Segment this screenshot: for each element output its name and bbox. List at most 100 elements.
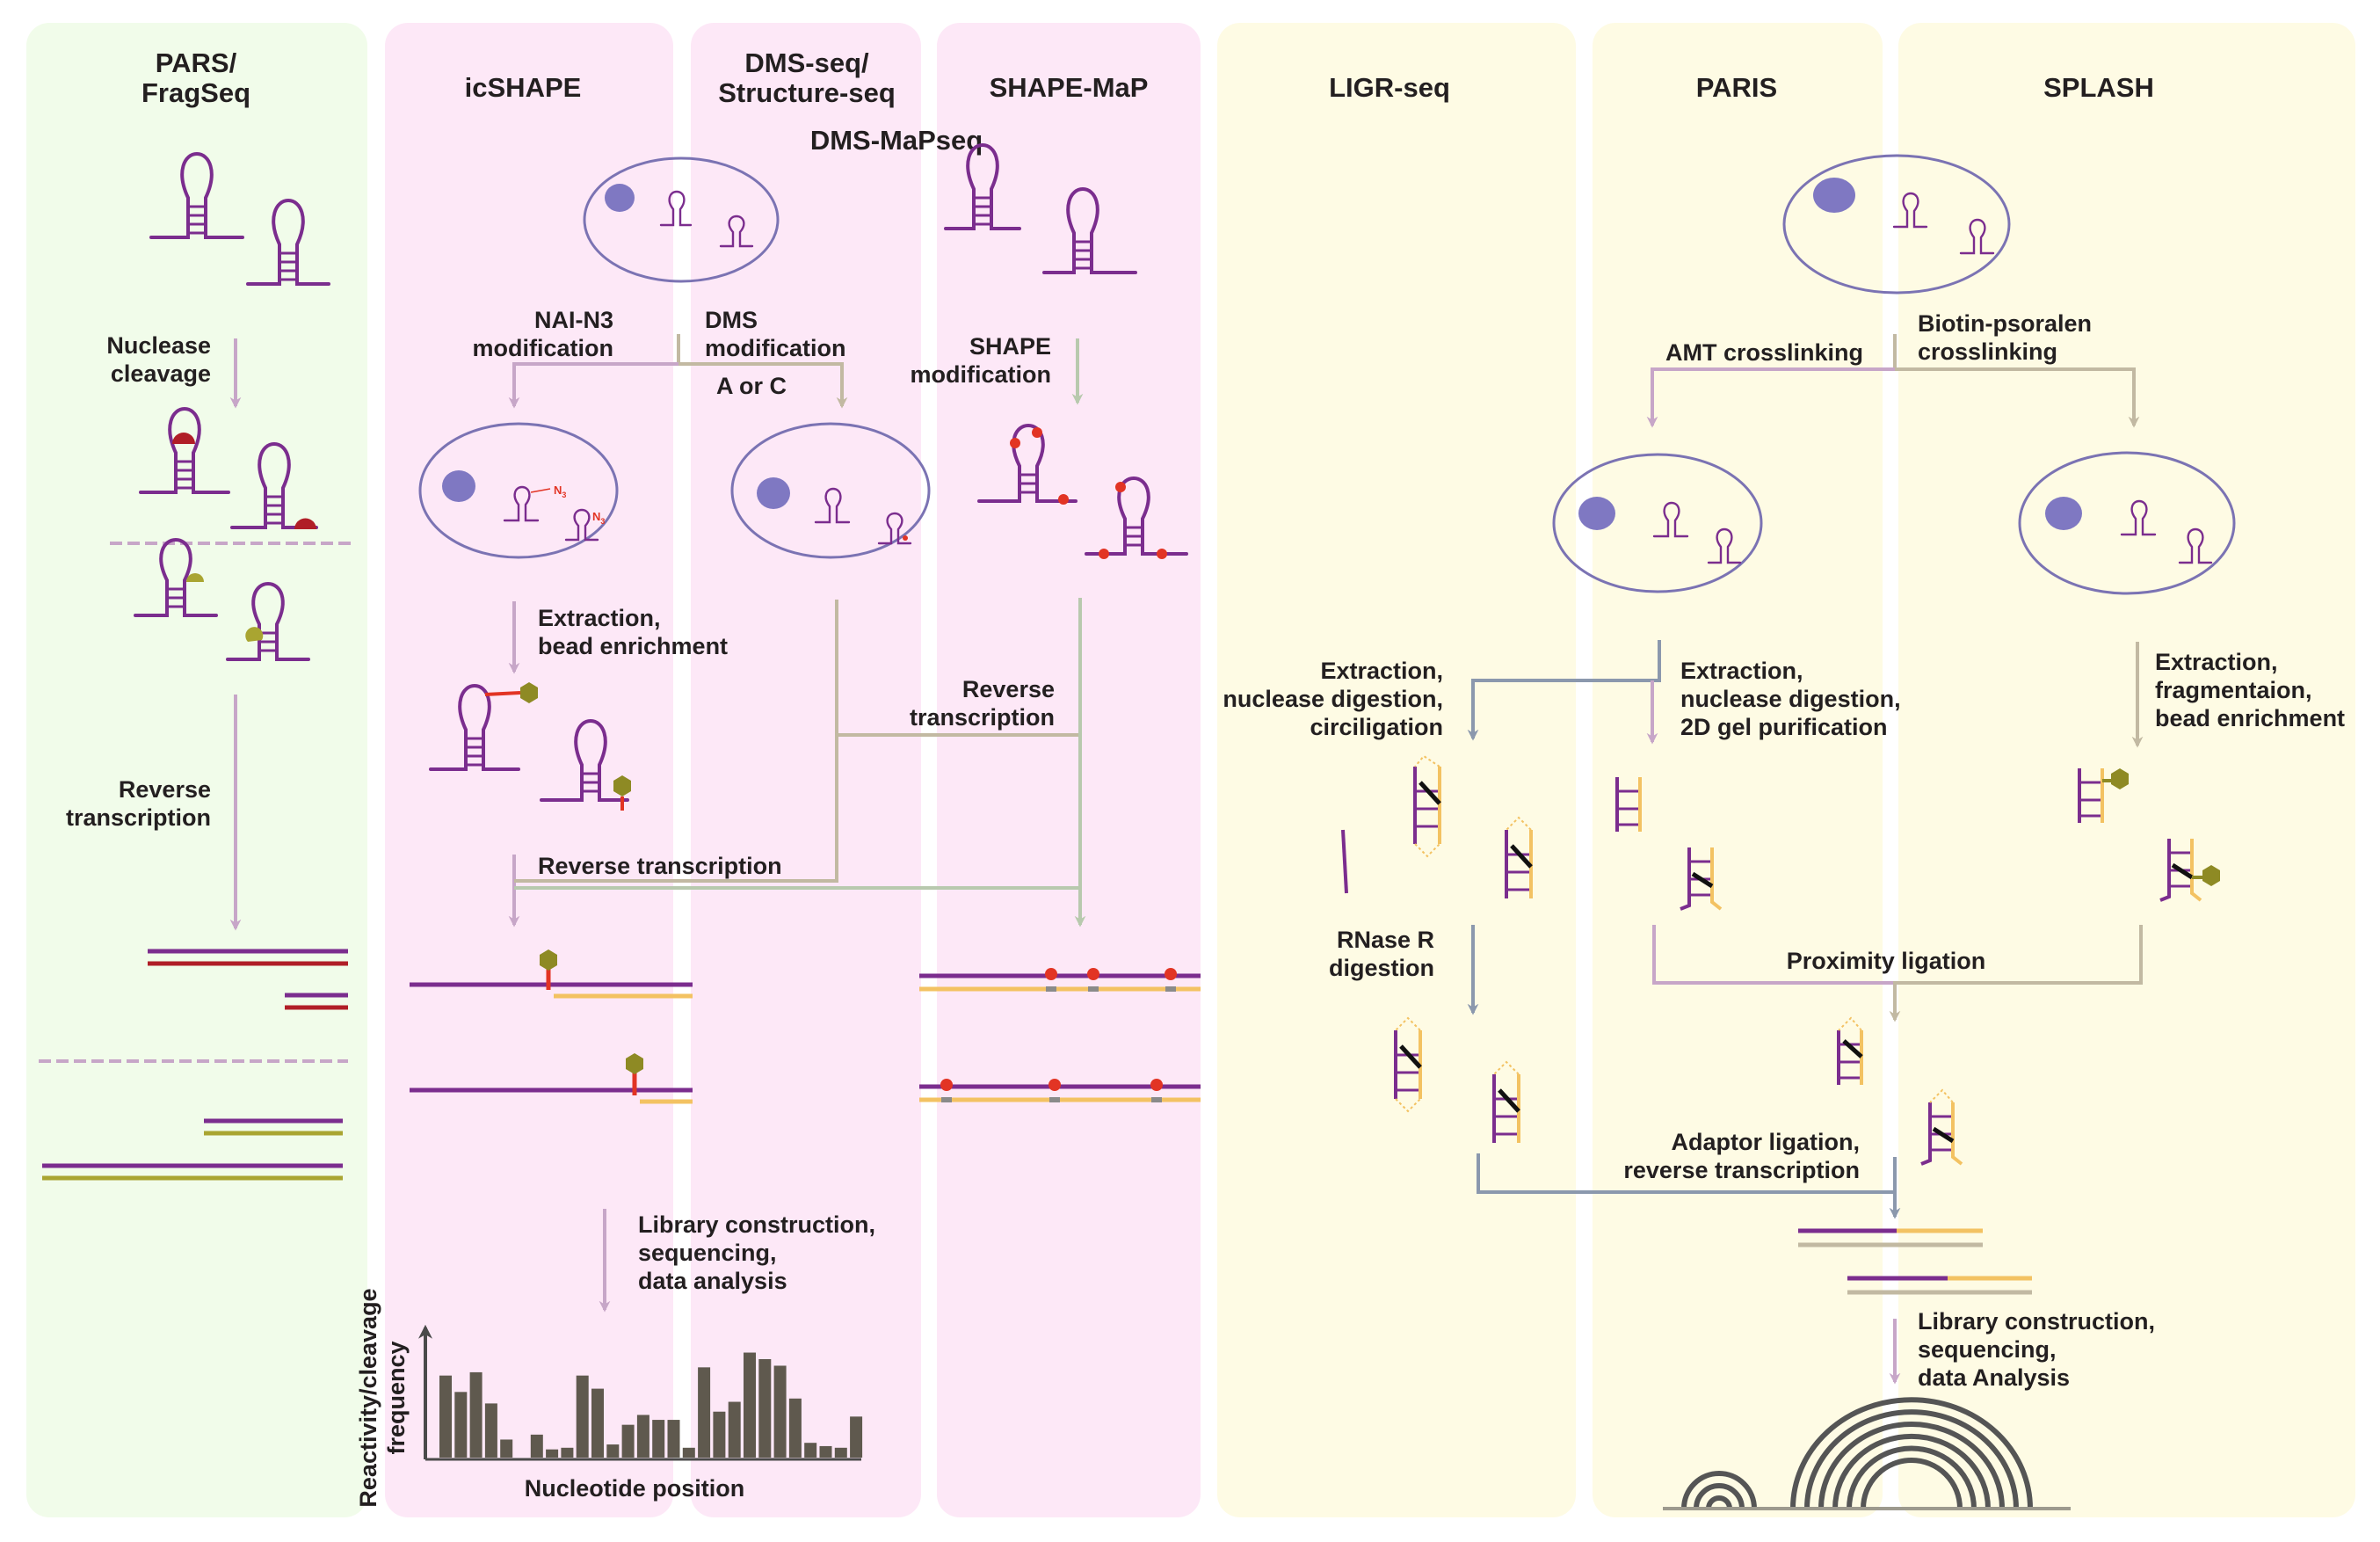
hairpin-rna	[134, 537, 218, 617]
hairpin-rna	[230, 441, 318, 529]
chart-bar	[682, 1447, 695, 1458]
chart-ylabel: Reactivity/cleavagefrequency	[355, 1288, 410, 1507]
nucleus	[1813, 178, 1855, 213]
chart-bar	[713, 1411, 726, 1458]
chart-bar	[698, 1367, 711, 1458]
reactivity-chart: Reactivity/cleavagefrequency Nucleotide …	[355, 1288, 863, 1508]
hairpin-rna	[1042, 186, 1137, 274]
label-dms-mod: DMS modification	[705, 307, 846, 361]
n3-label: N3	[592, 510, 605, 526]
duplex-icon	[1394, 1016, 1422, 1113]
label-adaptor: Adaptor ligation, reverse transcription	[1623, 1129, 1860, 1183]
n3-label: N3	[554, 484, 566, 499]
duplex-icon	[1680, 847, 1723, 911]
cell-dms	[730, 422, 931, 559]
label-library2: Library construction, sequencing, data Ana…	[1918, 1308, 2155, 1391]
label-library: Library construction, sequencing, data ana…	[638, 1211, 875, 1294]
mutation-stars	[940, 968, 1177, 1091]
hairpin-rna	[540, 718, 629, 802]
hairpin-rna-small	[503, 190, 2213, 564]
chart-bar	[576, 1375, 589, 1458]
hairpin-rna	[429, 683, 520, 771]
chart-bar	[850, 1416, 863, 1458]
header-pars: PARS/FragSeq	[141, 47, 250, 108]
label-a-or-c: A or C	[716, 373, 787, 399]
chart-bar	[773, 1365, 787, 1458]
label-rt-main: Reverse transcription	[538, 853, 782, 879]
duplex-icon	[2078, 768, 2129, 823]
cells	[418, 154, 2236, 595]
connector-dms-rt	[514, 600, 838, 883]
rna-hairpins	[134, 142, 2213, 802]
label-ligr-extract: Extraction, nuclease digestion, circiligat…	[1223, 658, 1443, 740]
biotin-icon	[613, 775, 631, 796]
nuclease-icon	[245, 627, 264, 642]
chart-bar	[819, 1445, 832, 1458]
sequencing-reads	[42, 949, 2032, 1295]
chart-bar	[728, 1401, 741, 1458]
chart-bar	[606, 1444, 620, 1458]
nucleus	[2045, 497, 2082, 530]
header-dms-mapseq: DMS-MaPseq	[810, 125, 983, 156]
chart-bar	[591, 1388, 604, 1458]
bar-group	[439, 1352, 863, 1458]
label-extraction-bead: Extraction, bead enrichment	[538, 605, 728, 659]
chart-bar	[469, 1371, 483, 1458]
hairpin-rna	[139, 406, 230, 494]
chart-bar	[667, 1420, 680, 1458]
cell-paris-splash-input	[1782, 154, 2011, 295]
panel-headers: PARS/FragSeq icSHAPE DMS-seq/Structure-s…	[141, 47, 2154, 156]
panel-shapemap	[937, 23, 1201, 1517]
duplex-icon	[1837, 1016, 1863, 1085]
panel-ligr	[1217, 23, 1576, 1517]
label-shape-mod: SHAPE modification	[911, 333, 1052, 388]
nuclease-icon	[294, 518, 316, 529]
header-splash: SPLASH	[2043, 72, 2154, 103]
connector-proximity-right	[1889, 925, 2143, 1022]
step-labels: Nuclease cleavage Reverse transcription NA…	[66, 307, 2345, 1391]
nuclease-icon	[172, 433, 195, 444]
shape-stars	[1010, 427, 1167, 559]
cell-icshape	[418, 422, 619, 559]
label-nai-n3: NAI-N3 modification	[473, 307, 614, 361]
nuclease-icon	[186, 573, 204, 582]
nucleus	[1578, 497, 1615, 530]
label-amt: AMT crosslinking	[1665, 339, 1863, 366]
nucleus	[757, 477, 790, 509]
duplex-icon	[1492, 1060, 1520, 1143]
chart-bar	[744, 1352, 756, 1458]
hairpin-rna	[1085, 476, 1188, 556]
arrow-ligr-extract	[1467, 640, 1661, 741]
hairpin-rna	[944, 142, 1021, 230]
panel-dms	[691, 23, 921, 1517]
chart-bar	[439, 1375, 452, 1458]
label-rt-mid: Reverse transcription	[910, 676, 1055, 731]
chart-bar	[561, 1447, 574, 1458]
label-paris-extract: Extraction, nuclease digestion, 2D gel pur…	[1680, 658, 1901, 740]
duplex-icons	[1341, 754, 2220, 1166]
chart-bar	[804, 1443, 817, 1458]
mismatch-marks	[941, 986, 1176, 1102]
cell-paris	[1552, 453, 1763, 593]
connector-proximity-left	[1652, 925, 1895, 985]
biotin-icon	[540, 949, 557, 971]
chart-bar	[454, 1392, 468, 1458]
arrow-dms-branch	[678, 362, 848, 409]
arrows	[39, 334, 2144, 1385]
duplex-icon	[1615, 777, 1642, 832]
panel-paris	[1593, 23, 1883, 1517]
label-proximity: Proximity ligation	[1787, 948, 1986, 974]
duplex-icon	[2159, 839, 2220, 902]
cell-icshape-dms-input	[583, 156, 780, 283]
chart-bar	[636, 1415, 649, 1458]
nucleus	[605, 184, 635, 212]
chart-bar	[621, 1424, 635, 1458]
duplex-icon	[1505, 816, 1533, 898]
panel-splash	[1898, 23, 2355, 1517]
chart-bar	[546, 1449, 559, 1458]
linear-rna	[1341, 829, 1348, 894]
header-paris: PARIS	[1696, 72, 1777, 103]
panel-backgrounds	[26, 23, 2355, 1517]
duplex-icon	[1413, 754, 1441, 858]
